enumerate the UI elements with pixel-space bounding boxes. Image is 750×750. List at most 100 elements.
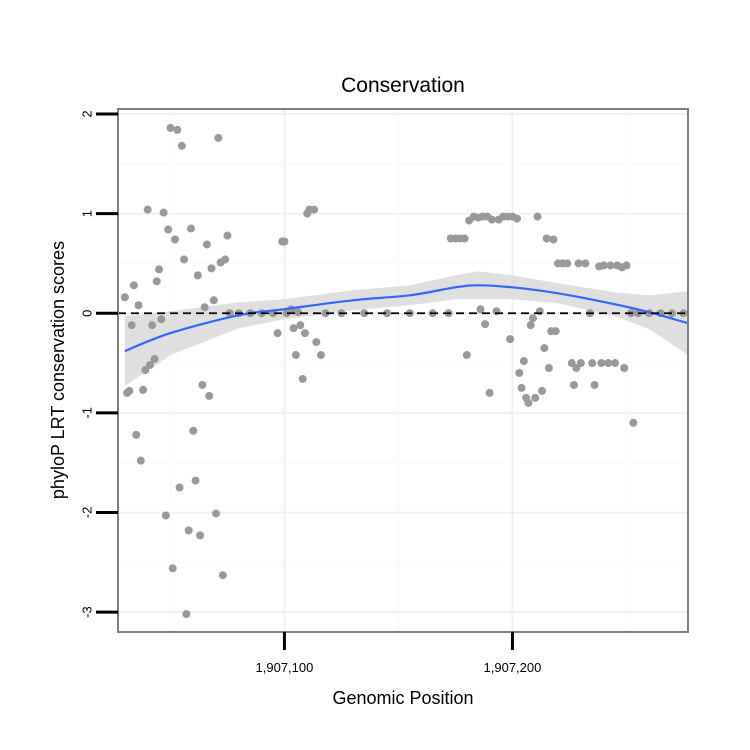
data-point [166,123,175,132]
x-tick-label: 1,907,200 [484,660,542,675]
data-point [524,398,533,407]
chart-title: Conservation [341,74,465,97]
data-point [212,509,221,518]
data-point [476,305,485,314]
data-point [310,205,319,214]
data-point [519,357,528,366]
data-point [526,321,535,330]
data-point [175,483,184,492]
data-point [538,386,547,395]
data-point [223,231,232,240]
data-point [506,335,515,344]
data-point [171,235,179,244]
data-point [148,321,157,330]
data-point [597,359,606,368]
data-point [168,564,177,573]
data-point [629,418,638,427]
data-point [622,261,631,270]
data-point [570,380,578,389]
data-point [193,271,202,280]
data-point [136,456,145,465]
data-point [164,225,173,234]
data-point [360,309,369,318]
data-point [182,610,191,619]
data-point [184,526,193,535]
data-point [161,511,170,520]
data-point [200,303,209,312]
y-tick-label: -3 [79,606,94,618]
data-point [460,234,469,243]
data-point [633,309,642,318]
data-point [383,309,392,318]
data-point [531,393,540,402]
data-point [189,426,198,435]
data-point [129,281,138,290]
data-point [576,359,585,368]
data-point [134,301,143,310]
y-tick-label: -2 [79,507,94,519]
data-point [294,308,303,317]
data-point [533,212,542,221]
data-point [321,309,330,318]
data-point [157,315,166,324]
data-point [620,364,629,373]
data-point [300,329,309,338]
data-point [120,293,129,302]
data-point [209,296,218,305]
y-tick-label: -1 [79,407,94,419]
data-point [599,261,608,270]
data-point [611,359,620,368]
plot-frame [117,108,689,633]
x-axis-title: Genomic Position [332,688,473,708]
data-point [517,383,526,392]
data-point [540,344,549,353]
data-point [590,380,599,389]
y-tick-label: 0 [79,310,94,317]
data-point [207,264,216,273]
data-point [214,133,223,142]
data-point [312,338,321,347]
data-point [298,374,307,383]
data-point [132,430,141,439]
data-point [139,385,148,394]
data-point [177,141,186,150]
data-point [563,259,572,268]
data-point [487,215,496,224]
data-point [152,277,161,286]
data-point [159,208,168,217]
confidence-ribbon [124,271,689,386]
y-axis-title: phyloP LRT conservation scores [48,241,68,499]
data-point [191,476,200,485]
data-point [173,125,182,134]
data-point [127,321,136,330]
data-point [296,321,305,330]
data-point [574,259,583,268]
data-point [604,359,613,368]
data-point [205,391,214,400]
data-point [549,235,558,244]
data-point [581,259,590,268]
data-point [125,386,134,395]
data-point [143,205,152,214]
data-point [542,234,551,243]
data-point [668,309,677,318]
confidence-ribbon-layer [124,271,689,386]
y-tick-label: 2 [79,110,94,117]
y-tick-label: 1 [79,210,94,217]
data-point [316,351,325,360]
data-point [186,224,195,233]
data-point [273,329,282,338]
data-point [289,324,298,333]
data-point [588,359,597,368]
data-point [202,240,211,249]
data-point [155,265,164,274]
x-tick-label: 1,907,100 [256,660,314,675]
smooth-line [124,284,689,353]
data-point [485,388,494,397]
x-axis: 1,907,100 1,907,200 [256,632,542,675]
data-point [291,351,300,360]
data-point [513,214,521,223]
data-point [481,320,490,329]
data-point [198,380,207,389]
